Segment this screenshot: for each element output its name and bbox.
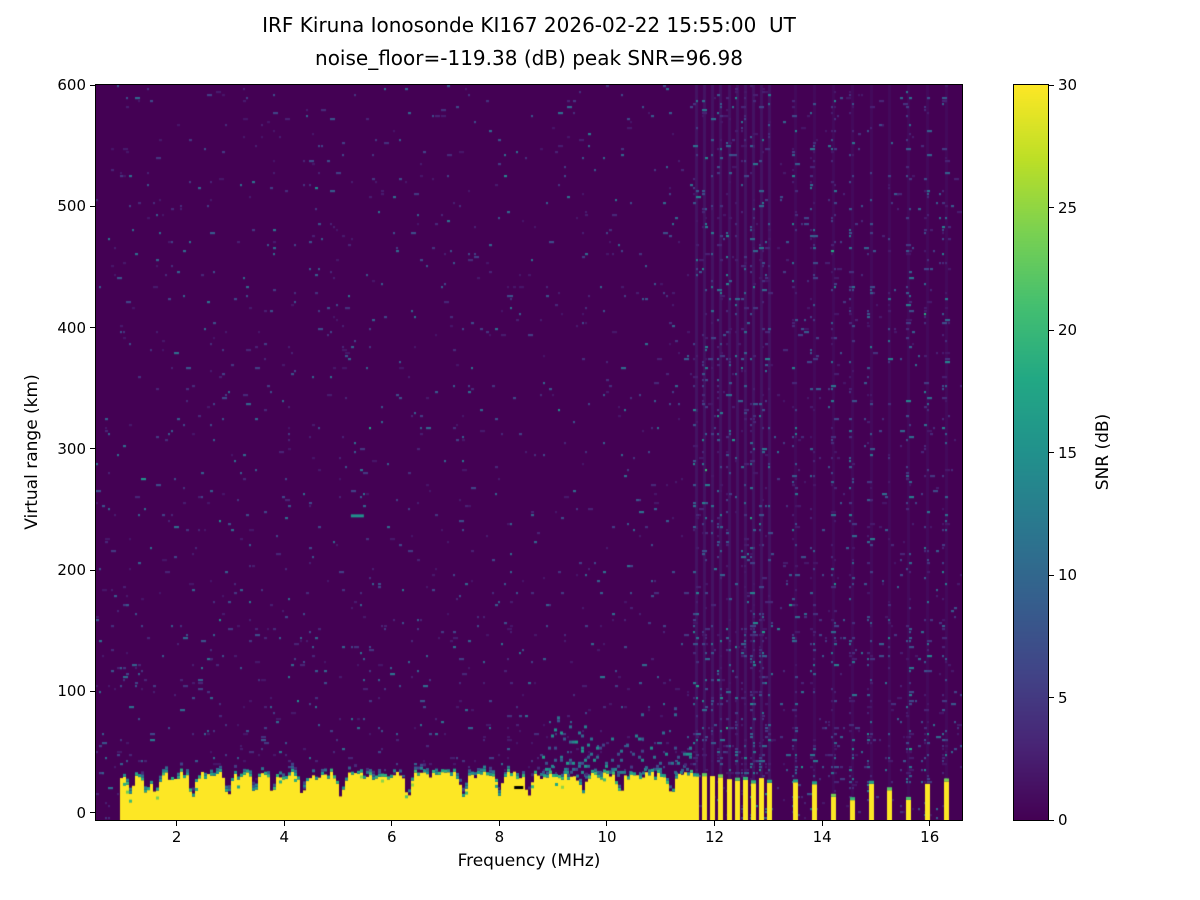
colorbar-tick-label: 25	[1058, 198, 1078, 217]
colorbar-tick-label: 0	[1058, 811, 1068, 829]
x-tick-label: 16	[920, 828, 940, 846]
colorbar-tick-label: 20	[1058, 321, 1078, 339]
y-tick-mark	[90, 690, 95, 692]
y-tick-mark	[90, 327, 95, 329]
x-tick-mark	[821, 821, 823, 826]
x-tick-label: 14	[812, 828, 832, 846]
y-tick-mark	[90, 812, 95, 814]
x-tick-mark	[283, 821, 285, 826]
y-tick-label: 600	[57, 76, 86, 94]
colorbar-tick-label: 5	[1058, 688, 1068, 707]
colorbar-tick-mark	[1049, 452, 1054, 453]
x-tick-mark	[391, 821, 393, 826]
y-tick-label: 400	[57, 318, 86, 337]
x-tick-mark	[714, 821, 716, 826]
x-tick-label: 2	[171, 828, 182, 846]
colorbar-label: SNR (dB)	[1093, 413, 1113, 491]
colorbar-tick-label: 30	[1058, 76, 1078, 94]
x-tick-mark	[606, 821, 608, 826]
colorbar-tick-mark	[1049, 207, 1054, 208]
colorbar-tick-mark	[1049, 84, 1054, 86]
y-tick-label: 500	[57, 197, 86, 216]
chart-subtitle: noise_floor=-119.38 (dB) peak SNR=96.98	[315, 46, 743, 70]
x-axis-label: Frequency (MHz)	[457, 851, 601, 871]
colorbar-tick-mark	[1049, 329, 1054, 331]
x-tick-mark	[498, 821, 500, 826]
x-tick-mark	[176, 821, 178, 826]
colorbar-tick-mark	[1049, 697, 1054, 698]
chart-title: IRF Kiruna Ionosonde KI167 2026-02-22 15…	[262, 13, 796, 37]
y-tick-mark	[90, 448, 95, 450]
y-tick-mark	[90, 205, 95, 207]
colorbar-tick-mark	[1049, 574, 1054, 576]
x-tick-label: 12	[705, 828, 725, 846]
x-tick-mark	[929, 821, 931, 826]
colorbar-tick-label: 15	[1058, 443, 1078, 462]
y-axis-label: Virtual range (km)	[22, 374, 42, 530]
y-tick-mark	[90, 569, 95, 571]
x-tick-label: 6	[387, 828, 397, 846]
x-tick-label: 10	[597, 828, 617, 846]
ionogram-heatmap-canvas	[95, 84, 963, 821]
colorbar-tick-mark	[1049, 819, 1054, 821]
y-tick-mark	[90, 84, 95, 86]
y-tick-label: 0	[76, 803, 86, 822]
colorbar-gradient	[1013, 84, 1049, 821]
y-tick-label: 100	[57, 682, 86, 701]
x-tick-label: 4	[279, 828, 290, 846]
y-tick-label: 200	[57, 561, 86, 580]
colorbar-tick-label: 10	[1058, 566, 1078, 584]
y-tick-label: 300	[57, 439, 86, 458]
x-tick-label: 8	[494, 828, 505, 846]
